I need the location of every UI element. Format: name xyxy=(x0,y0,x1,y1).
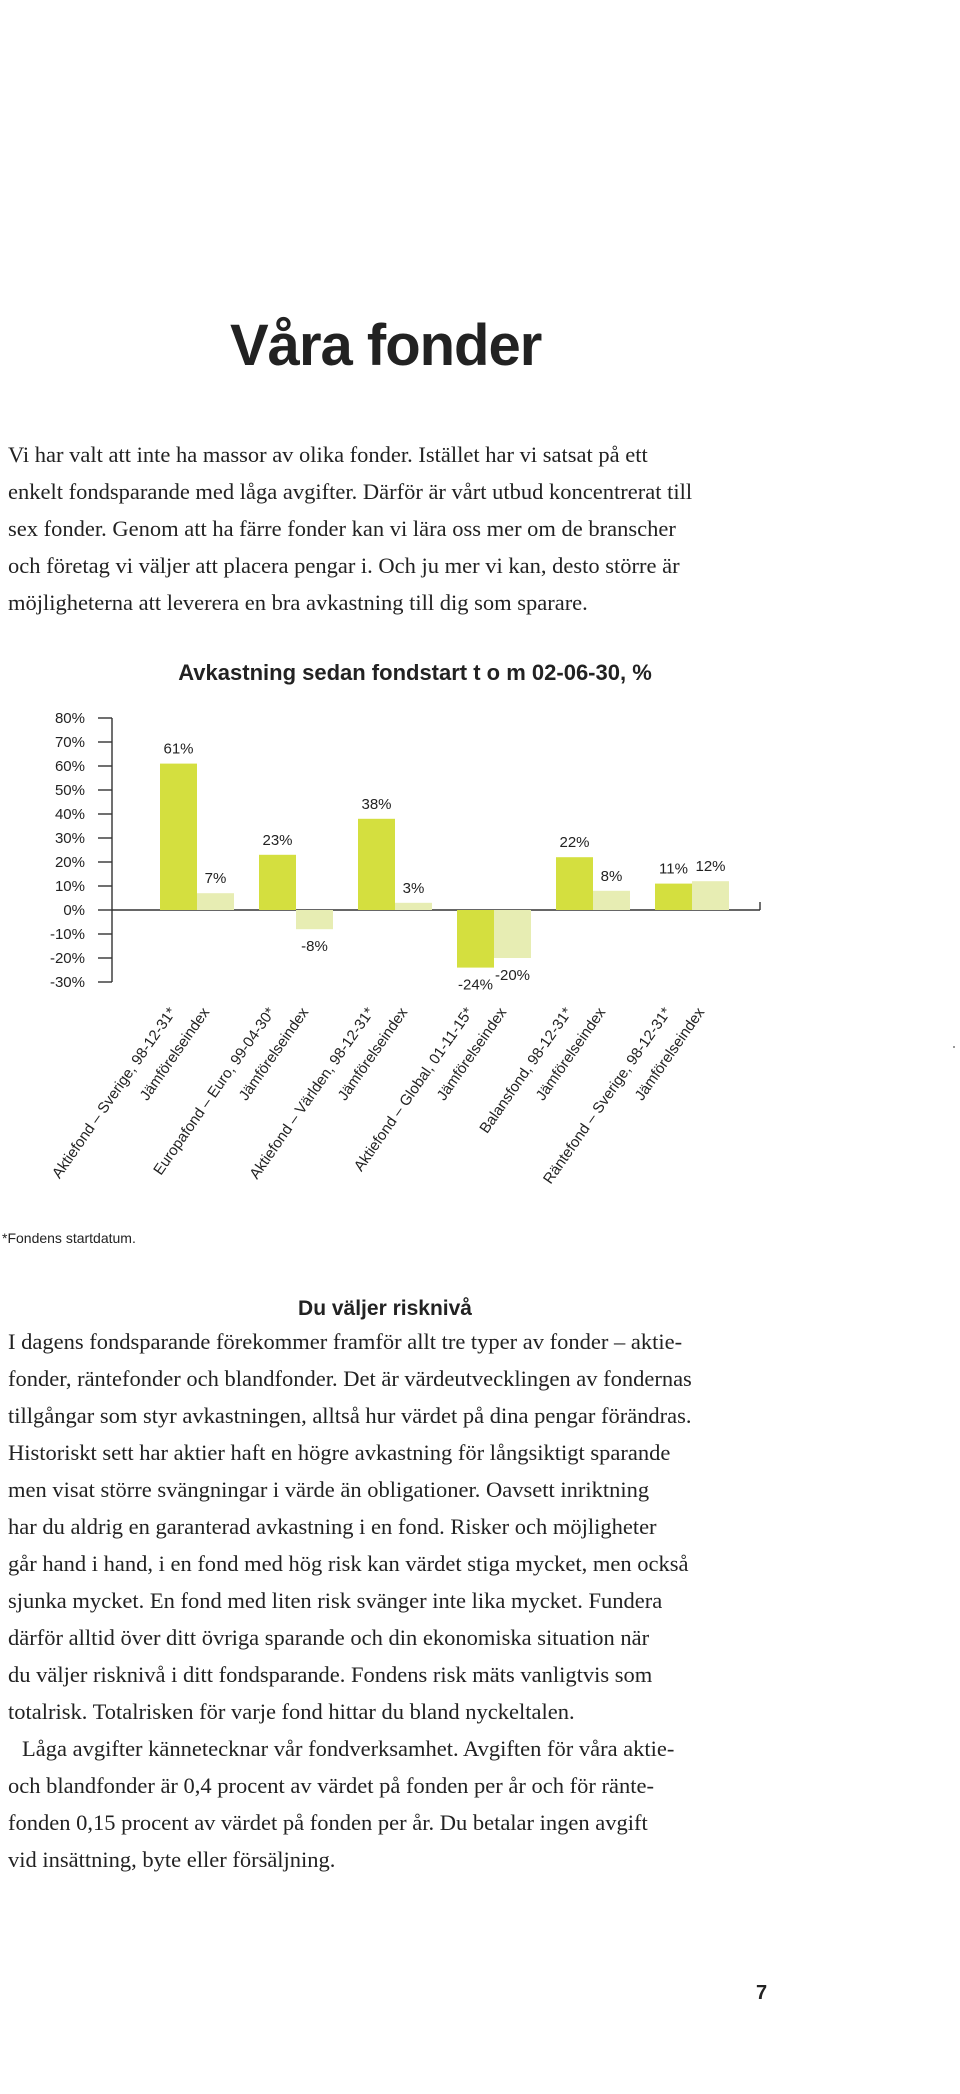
page-title: Våra fonder xyxy=(230,313,542,378)
intro-line: enkelt fondsparande med låga avgifter. D… xyxy=(8,479,693,504)
body-paragraph: I dagens fondsparande förekommer framför… xyxy=(8,1323,788,1878)
category-label: Aktiefond – Global, 01-11-15* xyxy=(351,1004,477,1174)
data-label: 23% xyxy=(262,832,292,849)
y-tick-label: 40% xyxy=(55,806,85,823)
data-label: -8% xyxy=(301,938,328,955)
y-tick-label: -10% xyxy=(50,926,85,943)
y-tick-label: 30% xyxy=(55,830,85,847)
y-tick-label: 70% xyxy=(55,734,85,751)
data-label: 22% xyxy=(559,834,589,851)
chart-title: Avkastning sedan fondstart t o m 02-06-3… xyxy=(178,660,652,685)
body-line: fonder, räntefonder och blandfonder. Det… xyxy=(8,1366,692,1391)
data-label: 12% xyxy=(695,858,725,875)
body-line: går hand i hand, i en fond med hög risk … xyxy=(8,1551,689,1576)
body-line: men visat större svängningar i värde än … xyxy=(8,1477,650,1502)
y-tick-label: 20% xyxy=(55,854,85,871)
footnote: *Fondens startdatum. xyxy=(2,1230,136,1246)
data-label: 61% xyxy=(163,741,193,758)
y-tick-label: -20% xyxy=(50,950,85,967)
body-line: du väljer risknivå i ditt fondsparande. … xyxy=(8,1662,653,1687)
bar xyxy=(457,910,494,968)
returns-bar-chart: Avkastning sedan fondstart t o m 02-06-3… xyxy=(49,660,761,1187)
body-line: och blandfonder är 0,4 procent av värdet… xyxy=(8,1773,654,1798)
body-line: vid insättning, byte eller försäljning. xyxy=(8,1847,336,1872)
scan-dot xyxy=(953,1046,955,1048)
bar xyxy=(556,857,593,910)
body-line: totalrisk. Totalrisken för varje fond hi… xyxy=(8,1699,575,1724)
y-tick-label: 50% xyxy=(55,782,85,799)
data-label: -20% xyxy=(495,967,530,984)
intro-line: sex fonder. Genom att ha färre fonder ka… xyxy=(8,516,676,541)
data-label: 8% xyxy=(601,868,623,885)
y-tick-label: 80% xyxy=(55,710,85,727)
body-line: Låga avgifter kännetecknar vår fondverks… xyxy=(22,1736,675,1761)
body-line: Historiskt sett har aktier haft en högre… xyxy=(8,1440,671,1465)
data-label: 3% xyxy=(403,880,425,897)
y-tick-label: 10% xyxy=(55,878,85,895)
bar xyxy=(160,763,197,910)
bar xyxy=(395,902,432,910)
bar xyxy=(692,881,729,910)
page-number: 7 xyxy=(756,1982,768,2004)
intro-paragraph: Vi har valt att inte ha massor av olika … xyxy=(8,436,788,621)
body-line: tillgångar som styr avkastningen, alltså… xyxy=(8,1403,692,1428)
body-line: sjunka mycket. En fond med liten risk sv… xyxy=(8,1588,663,1613)
body-line: fonden 0,15 procent av värdet på fonden … xyxy=(8,1810,648,1835)
intro-line: möjligheterna att leverera en bra avkast… xyxy=(8,590,588,615)
y-tick-label: 60% xyxy=(55,758,85,775)
y-tick-label: 0% xyxy=(63,902,85,919)
body-line: I dagens fondsparande förekommer framför… xyxy=(8,1329,683,1354)
bar xyxy=(259,854,296,910)
data-label: 11% xyxy=(659,861,688,878)
bar xyxy=(593,890,630,910)
data-label: 38% xyxy=(361,796,391,813)
bar xyxy=(197,893,234,910)
data-label: 7% xyxy=(205,870,227,887)
bar xyxy=(655,883,692,910)
intro-line: Vi har valt att inte ha massor av olika … xyxy=(8,442,648,467)
body-line: har du aldrig en garanterad avkastning i… xyxy=(8,1514,657,1539)
bar xyxy=(296,910,333,930)
section-heading: Du väljer risknivå xyxy=(298,1297,472,1320)
data-label: -24% xyxy=(458,977,493,994)
intro-line: och företag vi väljer att placera pengar… xyxy=(8,553,680,578)
bar xyxy=(358,818,395,910)
body-line: därför alltid över ditt övriga sparande … xyxy=(8,1625,650,1650)
bar xyxy=(494,910,531,958)
y-tick-label: -30% xyxy=(50,974,85,991)
